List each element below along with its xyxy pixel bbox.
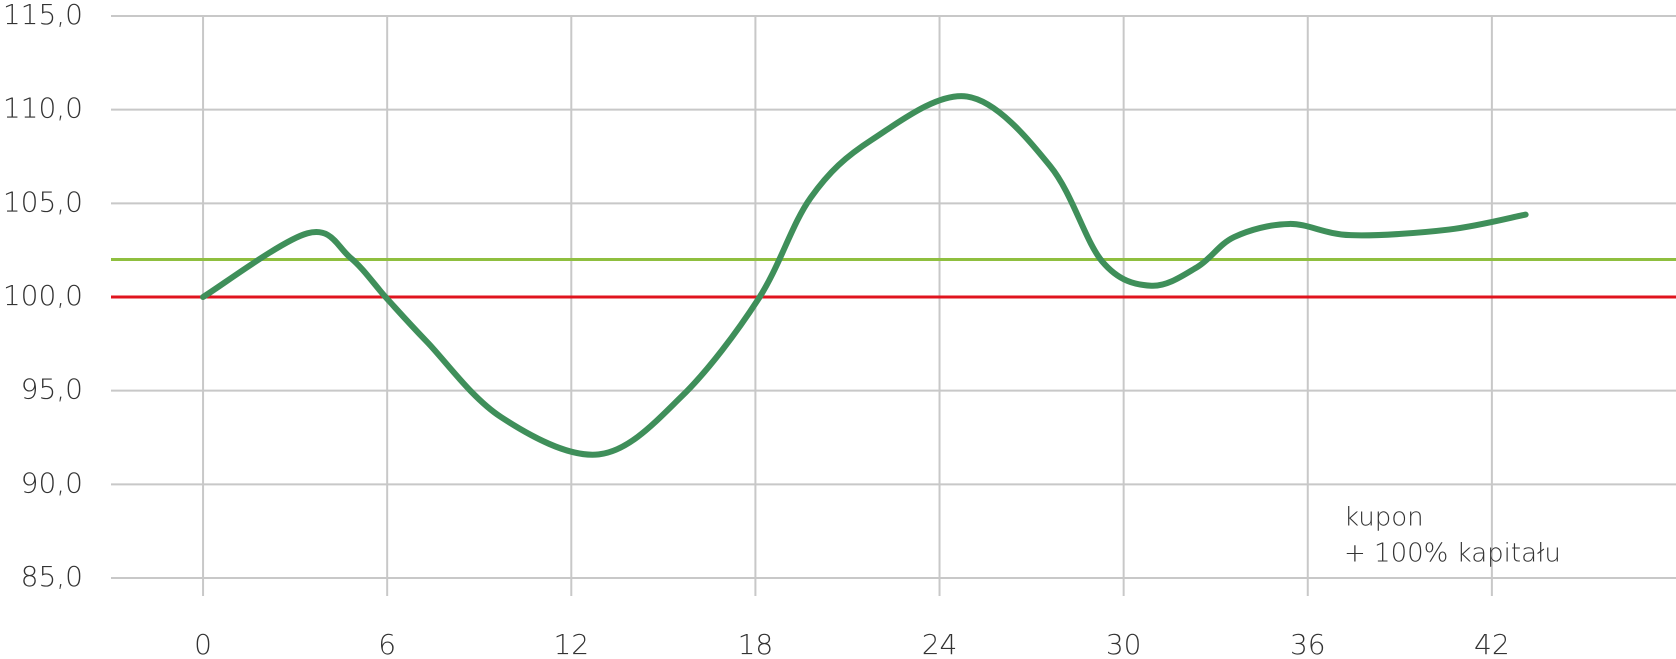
data-line [200, 93, 1529, 458]
y-tick-label: 100,0 [3, 279, 83, 312]
y-tick-label: 95,0 [21, 373, 83, 406]
x-tick-label: 12 [553, 628, 589, 659]
x-tick-label: 0 [194, 628, 212, 659]
x-tick-label: 6 [378, 628, 396, 659]
y-tick-label: 115,0 [3, 0, 83, 31]
x-tick-label: 36 [1290, 628, 1326, 659]
x-tick-label: 24 [922, 628, 958, 659]
x-tick-label: 30 [1106, 628, 1142, 659]
y-tick-label: 110,0 [3, 92, 83, 125]
y-tick-label: 85,0 [21, 560, 83, 593]
y-tick-label: 105,0 [3, 185, 83, 218]
x-tick-label: 42 [1474, 628, 1510, 659]
y-tick-label: 90,0 [21, 466, 83, 499]
annotation: + 100% kapitału [1344, 539, 1561, 569]
x-tick-label: 18 [738, 628, 774, 659]
annotation: kupon [1344, 503, 1424, 533]
